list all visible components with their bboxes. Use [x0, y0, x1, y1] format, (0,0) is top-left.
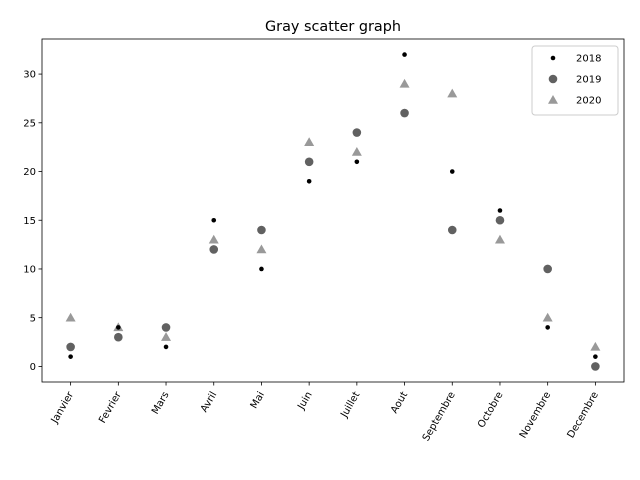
y-tick-label: 15: [23, 216, 36, 227]
data-point-2019: [591, 362, 600, 371]
data-point-2020: [399, 78, 410, 88]
data-point-2020: [351, 147, 362, 156]
data-point-2018: [497, 208, 503, 213]
legend-marker-2019: [548, 74, 558, 84]
data-point-2019: [304, 157, 314, 167]
legend-marker-2018: [550, 55, 556, 61]
data-point-2019: [495, 215, 505, 225]
legend-label: 2020: [576, 96, 601, 107]
y-tick-label: 10: [23, 265, 36, 276]
legend-marker-2020: [548, 95, 558, 104]
data-point-2019: [161, 323, 171, 332]
data-point-2018: [402, 52, 407, 57]
data-point-2018: [306, 178, 312, 184]
data-point-2020: [208, 234, 219, 244]
data-point-2020: [590, 341, 601, 351]
data-point-2020: [447, 88, 458, 98]
data-point-2020: [494, 234, 505, 244]
data-point-2018: [211, 217, 217, 223]
legend-label: 2018: [576, 54, 601, 65]
y-tick-label: 30: [23, 70, 36, 81]
data-point-2019: [447, 225, 457, 235]
data-point-2018: [545, 325, 550, 330]
data-point-2020: [161, 332, 172, 341]
axes-frame: [41, 38, 625, 383]
data-point-2018: [259, 266, 264, 272]
chart-title: Gray scatter graph: [265, 19, 401, 35]
data-point-2019: [114, 332, 123, 342]
legend: 2018 2019 2020: [531, 45, 619, 116]
data-point-2020: [256, 244, 267, 254]
data-point-2018: [163, 344, 169, 350]
data-point-2020: [304, 137, 315, 147]
y-tick-label: 5: [30, 313, 36, 324]
data-point-2018: [593, 354, 598, 359]
data-point-2019: [257, 225, 266, 235]
data-point-2020: [542, 312, 553, 322]
data-point-2019: [543, 264, 552, 274]
data-point-2018: [116, 325, 121, 330]
data-points: [65, 52, 601, 371]
data-point-2018: [68, 354, 73, 359]
data-point-2018: [449, 169, 455, 174]
data-point-2019: [66, 342, 75, 352]
y-tick-label: 25: [23, 118, 36, 129]
data-point-2018: [354, 159, 360, 165]
data-point-2019: [400, 108, 409, 118]
legend-label: 2019: [576, 75, 601, 86]
data-point-2019: [352, 128, 362, 137]
data-point-2020: [65, 312, 76, 322]
data-point-2019: [209, 245, 219, 254]
legend-box: [531, 45, 619, 116]
y-tick-label: 0: [30, 362, 36, 373]
y-tick-label: 20: [23, 167, 36, 178]
